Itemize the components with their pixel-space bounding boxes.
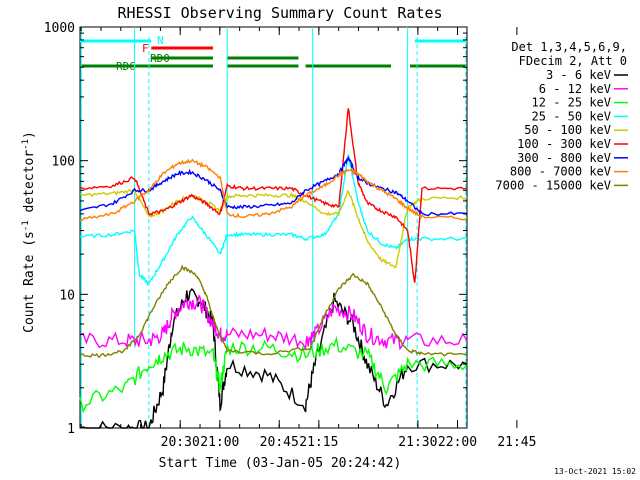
x-tick-label: 20:30 <box>161 435 200 450</box>
legend-entry-label: 7000 - 15000 keV <box>495 178 611 192</box>
plot-frame <box>79 26 468 429</box>
legend-entry-label: 50 - 100 keV <box>524 123 611 137</box>
plot-area-border <box>79 26 468 429</box>
legend-entry-label: 25 - 50 keV <box>532 109 611 123</box>
x-tick-label: 21:00 <box>200 435 239 450</box>
legend-entry-label: 3 - 6 keV <box>546 68 611 82</box>
series-lines <box>79 108 468 429</box>
y-axis-label-sup-1: -1 <box>21 220 31 231</box>
y-axis-label-part-1: Count Rate (s <box>22 231 37 333</box>
y-tick-label: 1000 <box>44 21 75 36</box>
x-tick-label: 22:00 <box>438 435 477 450</box>
y-axis-label-part-2: detector <box>22 150 37 221</box>
chart-title: RHESSI Observing Summary Count Rates <box>117 4 442 22</box>
flag-label: N <box>157 34 164 47</box>
y-tick-label: 1 <box>67 422 75 437</box>
x-tick-label: 21:30 <box>398 435 437 450</box>
y-axis-label-sup-2: -1 <box>21 139 31 150</box>
y-axis-label-part-3: ) <box>22 131 37 139</box>
series-line-7 <box>79 158 468 222</box>
legend-header-line-1: Det 1,3,4,5,6,9, <box>511 40 627 54</box>
series-line-8 <box>79 264 468 358</box>
legend-entry-label: 12 - 25 keV <box>532 96 611 110</box>
legend: Det 1,3,4,5,6,9, FDecim 2, Att 0 3 - 6 k… <box>495 40 628 192</box>
legend-entry-label: 100 - 300 keV <box>517 137 611 151</box>
footer-date: 13-Oct-2021 15:02 <box>554 467 636 476</box>
y-axis-label: Count Rate (s-1 detector-1) <box>21 131 37 333</box>
series-line-2 <box>79 335 468 414</box>
legend-entry-label: 300 - 800 keV <box>517 151 611 165</box>
legend-header-line-2: FDecim 2, Att 0 <box>519 54 627 68</box>
flag-label: F <box>142 42 149 55</box>
x-axis: 20:30 20:45 21:00 21:15 21:30 21:45 22:00 <box>80 27 536 450</box>
series-line-3 <box>79 154 468 287</box>
flag-label: RD0 <box>150 52 170 65</box>
y-tick-label: 10 <box>59 288 75 303</box>
x-tick-label: 21:15 <box>299 435 338 450</box>
series-line-0 <box>79 287 468 429</box>
y-axis-label-text: Count Rate (s-1 detector-1) <box>21 131 37 333</box>
x-axis-label: Start Time (03-Jan-05 20:24:42) <box>159 456 402 471</box>
x-tick-label: 20:45 <box>260 435 299 450</box>
y-tick-label: 100 <box>52 155 75 170</box>
flag-label: RD6 <box>116 60 136 73</box>
y-axis: 1 10 100 1000 <box>44 21 467 437</box>
series-line-5 <box>79 108 468 283</box>
legend-entry-label: 6 - 12 keV <box>539 82 611 96</box>
series-line-1 <box>79 294 468 352</box>
x-tick-label: 21:45 <box>497 435 536 450</box>
legend-entry-label: 800 - 7000 keV <box>510 165 611 179</box>
